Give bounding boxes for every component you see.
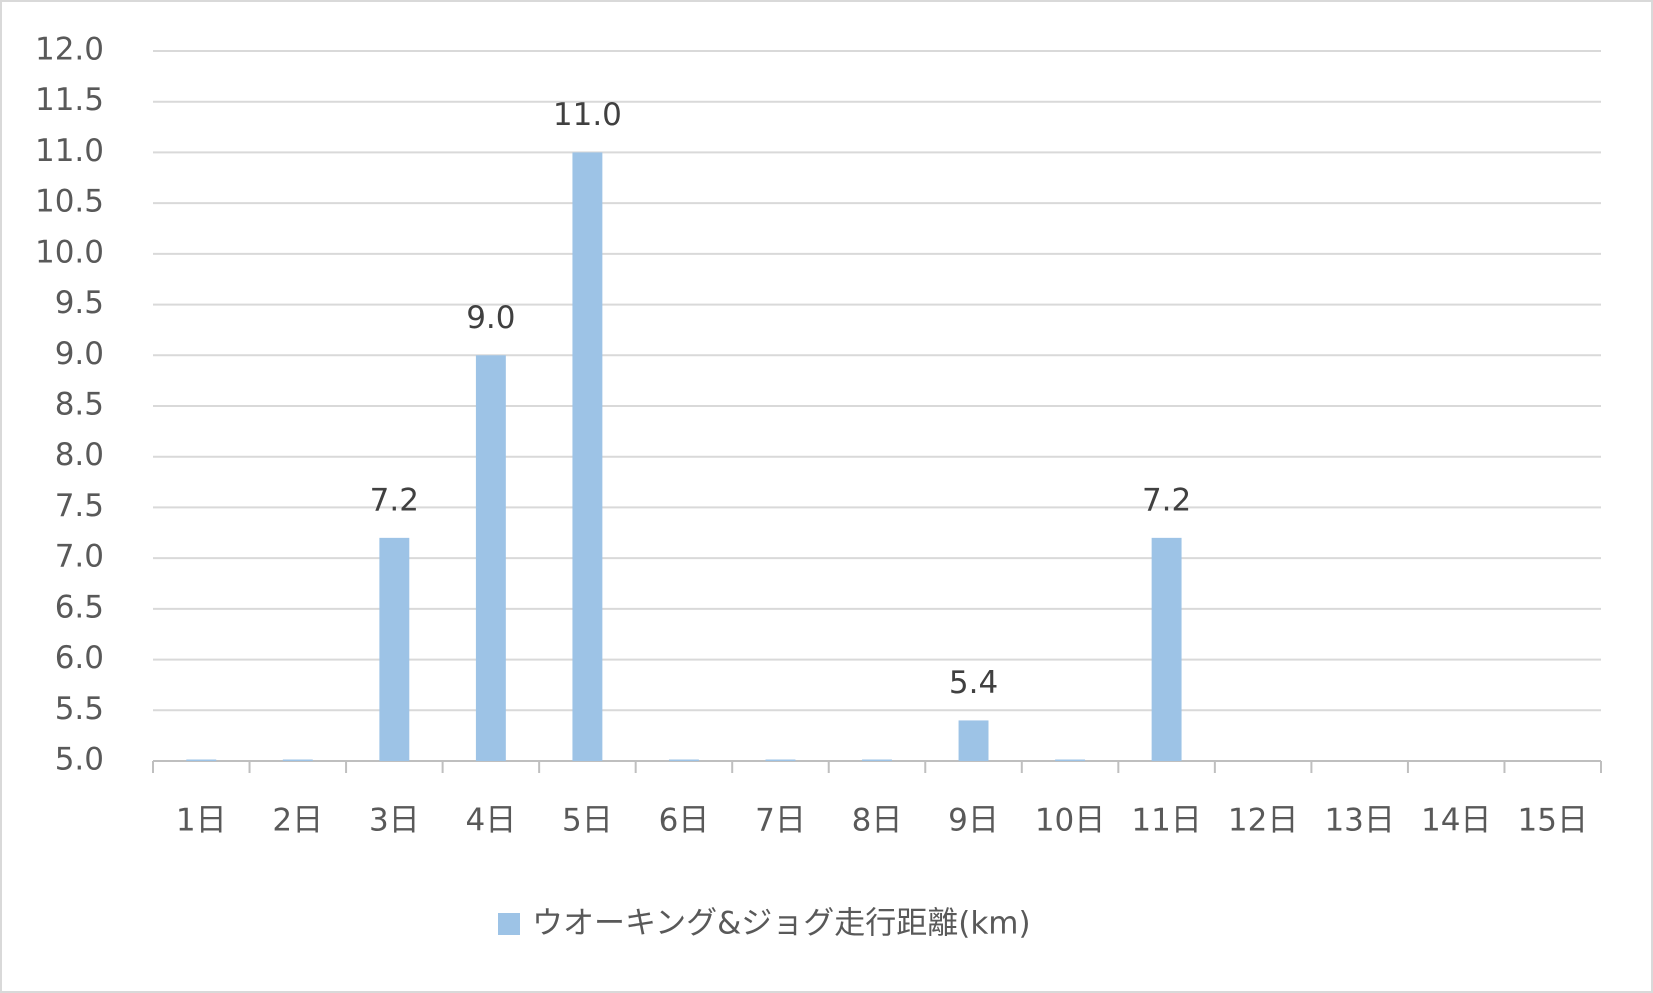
data-label: 9.0	[466, 300, 515, 336]
y-tick-label: 5.0	[55, 742, 104, 778]
bar	[862, 759, 892, 761]
x-tick-label: 6日	[659, 803, 710, 839]
data-label: 11.0	[553, 97, 622, 133]
x-tick-label: 14日	[1421, 803, 1491, 839]
bar	[379, 537, 410, 761]
y-tick-label: 6.5	[55, 589, 104, 625]
x-tick-label: 10日	[1035, 803, 1105, 839]
y-tick-label: 12.0	[35, 32, 104, 68]
x-tick-label: 5日	[562, 803, 613, 839]
data-label: 5.4	[949, 665, 998, 701]
x-tick-label: 15日	[1518, 803, 1588, 839]
bar	[765, 759, 796, 761]
x-tick-label: 8日	[852, 803, 903, 839]
x-tick-label: 12日	[1228, 803, 1298, 839]
bar	[1151, 537, 1182, 761]
y-tick-label: 5.5	[55, 691, 104, 727]
x-tick-label: 9日	[948, 803, 999, 839]
x-tick-label: 3日	[369, 803, 420, 839]
bar	[186, 759, 217, 761]
x-tick-label: 7日	[755, 803, 806, 839]
legend-swatch	[498, 913, 520, 935]
y-tick-label: 6.0	[55, 640, 104, 676]
bar	[475, 355, 506, 761]
bar	[282, 759, 313, 761]
y-tick-label: 11.0	[35, 133, 104, 169]
y-tick-label: 11.5	[35, 82, 104, 118]
bar	[958, 720, 989, 761]
y-tick-label: 10.5	[35, 184, 104, 220]
bar	[572, 152, 603, 761]
data-label: 7.2	[1142, 482, 1191, 518]
y-tick-label: 9.0	[55, 336, 104, 372]
y-tick-label: 7.0	[55, 539, 104, 575]
y-tick-label: 10.0	[35, 234, 104, 270]
y-tick-label: 8.0	[55, 437, 104, 473]
x-tick-label: 4日	[465, 803, 516, 839]
x-tick-label: 2日	[272, 803, 323, 839]
data-label: 7.2	[370, 482, 419, 518]
x-tick-label: 1日	[176, 803, 227, 839]
bar	[1055, 759, 1086, 761]
y-tick-label: 8.5	[55, 387, 104, 423]
legend-label: ウオーキング&ジョグ走行距離(km)	[532, 906, 1031, 942]
y-tick-label: 7.5	[55, 488, 104, 524]
x-tick-label: 13日	[1324, 803, 1394, 839]
y-tick-label: 9.5	[55, 285, 104, 321]
bar	[668, 759, 699, 761]
x-tick-label: 11日	[1131, 803, 1201, 839]
